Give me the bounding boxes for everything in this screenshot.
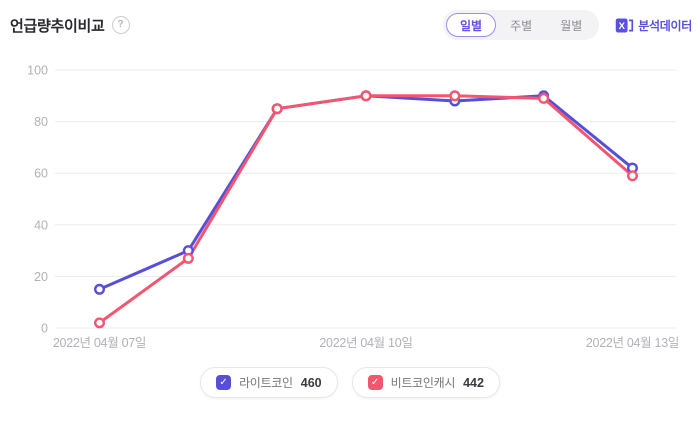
y-axis-tick-label: 0 [41,322,48,336]
y-axis-tick-label: 80 [34,115,48,129]
legend-checkbox-icon[interactable]: ✓ [367,375,383,390]
page-title: 언급량추이비교 [10,17,105,35]
legend-count: 460 [300,375,322,390]
legend-label: 비트코인캐시 [390,376,456,390]
x-axis-tick-label: 2022년 04월 10일 [319,336,412,350]
header: 언급량추이비교 ? 일별 주별 월별 X 분석데이터 [0,0,700,42]
legend-item-0[interactable]: ✓ 라이트코인 460 [200,367,338,398]
legend-label: 라이트코인 [239,376,293,390]
period-tab-0[interactable]: 일별 [446,13,497,37]
period-segmented-control: 일별 주별 월별 [443,10,600,40]
y-axis-tick-label: 20 [34,270,48,284]
data-point-series1-0[interactable] [93,317,105,329]
chart-legend: ✓ 라이트코인 460 ✓ 비트코인캐시 442 [0,367,700,398]
export-label: 분석데이터 [638,18,692,33]
line-chart-svg: 0 20 40 60 80 100 2022년 04월 07일 2022년 04월 10일 20… [27,64,679,351]
data-point-series1-3[interactable] [360,90,372,102]
series-line-0 [98,94,634,291]
data-point-series1-2[interactable] [271,103,283,115]
y-axis-tick-label: 100 [27,64,48,78]
period-tab-2[interactable]: 월별 [560,18,583,33]
line-chart: 0 20 40 60 80 100 2022년 04월 07일 2022년 04월 10일 20… [27,64,679,351]
y-axis-tick-label: 40 [34,218,48,232]
legend-count: 442 [463,375,484,390]
export-analysis-data-button[interactable]: X 분석데이터 [615,16,692,35]
data-point-series1-4[interactable] [449,90,461,102]
y-axis-tick-label: 60 [34,167,48,181]
svg-text:X: X [619,20,626,31]
period-tab-1[interactable]: 주별 [510,18,533,33]
title-wrap: 언급량추이비교 ? [10,15,130,36]
header-controls: 일별 주별 월별 X 분석데이터 [443,10,692,40]
excel-icon: X [616,17,634,33]
data-point-series1-5[interactable] [538,92,550,104]
data-point-series1-1[interactable] [182,252,194,264]
x-axis-tick-label: 2022년 04월 07일 [53,336,146,350]
legend-item-1[interactable]: ✓ 비트코인캐시 442 [351,367,500,398]
help-icon[interactable]: ? [111,16,130,34]
data-point-series0-0[interactable] [93,283,105,295]
x-axis-tick-label: 2022년 04월 13일 [586,336,679,350]
series-line-1 [98,94,634,325]
data-point-series1-6[interactable] [626,170,638,182]
legend-checkbox-icon[interactable]: ✓ [216,375,232,390]
